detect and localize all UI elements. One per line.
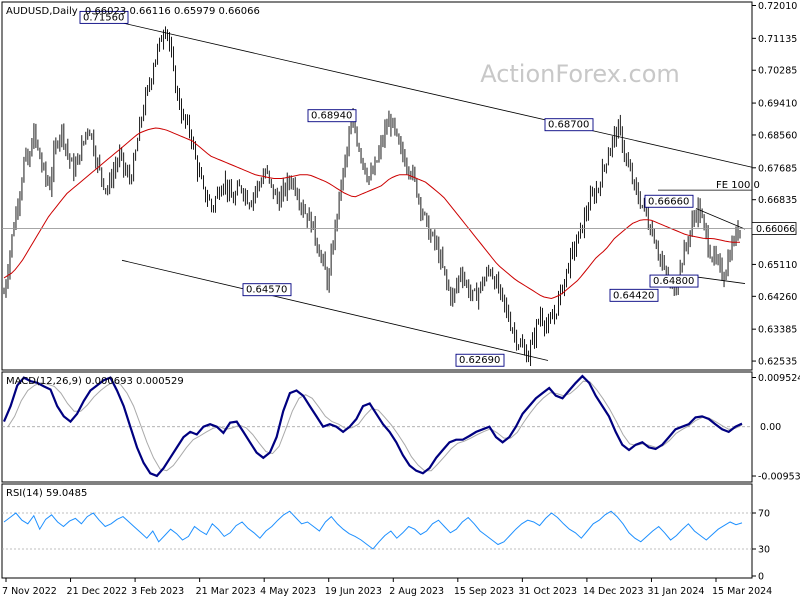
wedge-upper-line	[695, 208, 746, 230]
level-label: 0.68940	[311, 111, 352, 122]
x-tick-label: 15 Sep 2023	[454, 586, 514, 597]
level-label-box	[455, 353, 505, 367]
x-tick-label: 14 Dec 2023	[583, 586, 644, 597]
price-bars	[3, 26, 741, 367]
rsi-y-axis: 70 30 0	[752, 509, 770, 583]
rsi-title: RSI(14) 59.0485	[6, 488, 87, 499]
price-y-tick-label: 0.62535	[758, 357, 797, 368]
x-tick-label: 4 May 2023	[260, 586, 316, 597]
lower-channel-line	[121, 259, 549, 361]
rsi-y-tick-label: 0	[758, 572, 764, 583]
price-y-tick-label: 0.66835	[758, 195, 797, 206]
current-price-tag: 0.66066	[751, 222, 797, 235]
level-label: 0.68700	[548, 120, 589, 131]
level-label: 0.71560	[83, 12, 124, 23]
x-tick-label: 21 Mar 2023	[196, 586, 256, 597]
symbol-title: AUDUSD,Daily 0.66023 0.66116 0.65979 0.6…	[6, 6, 260, 17]
x-axis: 7 Nov 2022 21 Dec 2022 3 Feb 2023 21 Mar 20…	[2, 578, 772, 597]
x-tick-label: 2 Aug 2023	[389, 586, 444, 597]
price-y-tick-label: 0.70285	[758, 66, 797, 77]
level-label-box	[242, 283, 292, 297]
rsi-y-tick-label: 70	[758, 509, 770, 520]
x-tick-label: 7 Nov 2022	[2, 586, 57, 597]
level-label: 0.64570	[246, 285, 287, 296]
macd-y-tick-label: -0.00953	[758, 472, 800, 483]
rsi-panel	[1, 483, 753, 579]
level-label-box	[544, 118, 594, 132]
x-tick-label: 31 Oct 2023	[518, 586, 577, 597]
level-label-box	[649, 274, 699, 288]
moving-average-line	[3, 127, 740, 300]
price-y-tick-label: 0.64260	[758, 292, 797, 303]
x-tick-label: 15 Mar 2024	[712, 586, 772, 597]
macd-y-tick-label: 0.009524	[758, 373, 800, 384]
fe-label: FE 100.0	[716, 180, 760, 191]
level-label-box	[644, 194, 694, 208]
price-annotations: 0.71560 0.68940 0.64570 0.62690 0.68700 0.666…	[79, 10, 760, 367]
macd-y-axis: 0.009524 -0.00953	[752, 373, 800, 483]
price-y-tick-label: 0.69410	[758, 99, 797, 110]
macd-line	[2, 374, 743, 478]
x-tick-label: 31 Jan 2024	[647, 586, 704, 597]
wedge-lower-line	[689, 275, 746, 284]
level-label: 0.64420	[613, 290, 654, 301]
watermark: ActionForex.com	[480, 60, 680, 88]
level-label-box	[79, 10, 129, 24]
level-label: 0.66660	[648, 196, 689, 207]
rsi-y-tick-label: 30	[758, 545, 770, 556]
ohlc-values: 0.66023 0.66116 0.65979 0.66066	[85, 6, 260, 17]
macd-title: MACD(12,26,9) 0.000693 0.000529	[6, 376, 184, 387]
level-label-box	[609, 288, 659, 302]
x-tick-label: 3 Feb 2023	[131, 586, 184, 597]
macd-current-label: 0.00	[760, 422, 781, 433]
level-label: 0.62690	[459, 355, 500, 366]
macd-signal-line	[7, 380, 743, 472]
upper-channel-line	[119, 21, 753, 168]
price-y-tick-label: 0.67685	[758, 163, 797, 174]
price-panel	[1, 1, 753, 371]
price-y-tick-label: 0.71135	[758, 34, 797, 45]
level-label: 0.64800	[653, 276, 694, 287]
price-y-tick-label: 0.63385	[758, 325, 797, 336]
symbol-name: AUDUSD,Daily	[6, 6, 78, 17]
x-tick-label: 19 Jun 2023	[325, 586, 382, 597]
x-tick-label: 21 Dec 2022	[67, 586, 128, 597]
price-y-tick-label: 0.65110	[758, 260, 797, 271]
channel-lines	[119, 21, 753, 361]
price-y-tick-label: 0.68560	[758, 130, 797, 141]
level-label-box	[307, 109, 357, 123]
rsi-line	[3, 510, 743, 550]
price-y-tick-label: 0.72010	[758, 1, 797, 12]
current-price-label: 0.66066	[756, 224, 795, 235]
